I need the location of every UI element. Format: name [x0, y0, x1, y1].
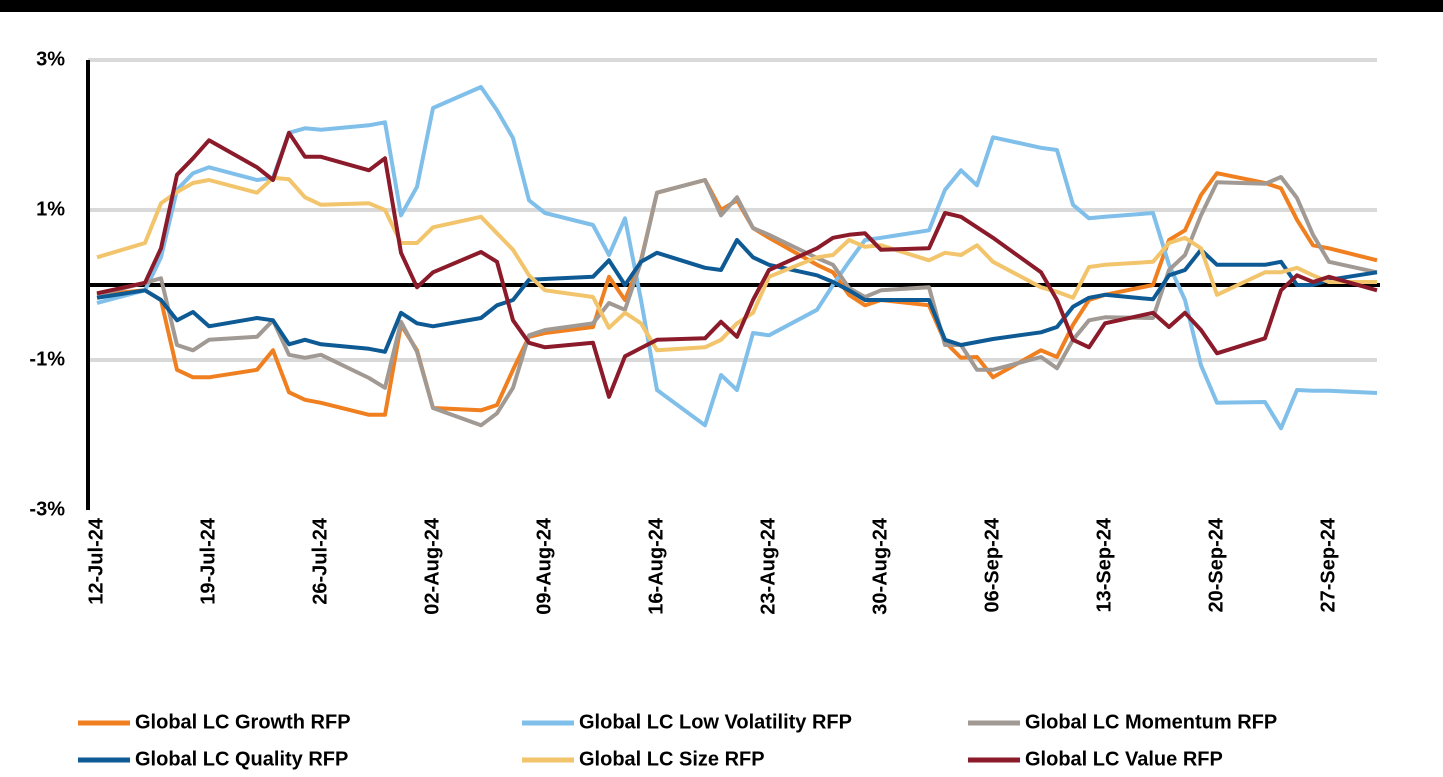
x-tick-label: 12-Jul-24 — [85, 517, 107, 605]
x-tick-label: 09-Aug-24 — [533, 517, 555, 615]
legend-label: Global LC Growth RFP — [135, 711, 351, 733]
legend-label: Global LC Momentum RFP — [1025, 711, 1277, 733]
x-tick-label: 20-Sep-24 — [1205, 517, 1227, 612]
x-tick-label: 19-Jul-24 — [197, 517, 219, 605]
x-tick-label: 30-Aug-24 — [869, 517, 891, 615]
y-tick-label: 3% — [36, 48, 65, 70]
series-line — [96, 130, 1378, 399]
legend-label: Global LC Size RFP — [579, 748, 765, 770]
y-tick-label: -3% — [29, 498, 65, 520]
x-tick-label: 06-Sep-24 — [981, 517, 1003, 612]
x-tick-label: 02-Aug-24 — [421, 517, 443, 615]
x-tick-label: 26-Jul-24 — [309, 517, 331, 605]
legend-label: Global LC Quality RFP — [135, 748, 348, 770]
series-line — [96, 238, 1378, 354]
legend-label: Global LC Low Volatility RFP — [579, 711, 852, 733]
y-tick-label: -1% — [29, 348, 65, 370]
x-tick-label: 16-Aug-24 — [645, 517, 667, 615]
x-tick-label: 27-Sep-24 — [1317, 517, 1339, 612]
series-line — [96, 175, 1377, 353]
legend-label: Global LC Value RFP — [1025, 748, 1223, 770]
top-bar — [0, 0, 1443, 12]
x-tick-label: 23-Aug-24 — [757, 517, 779, 615]
y-tick-label: 1% — [36, 198, 65, 220]
x-tick-label: 13-Sep-24 — [1093, 517, 1115, 612]
